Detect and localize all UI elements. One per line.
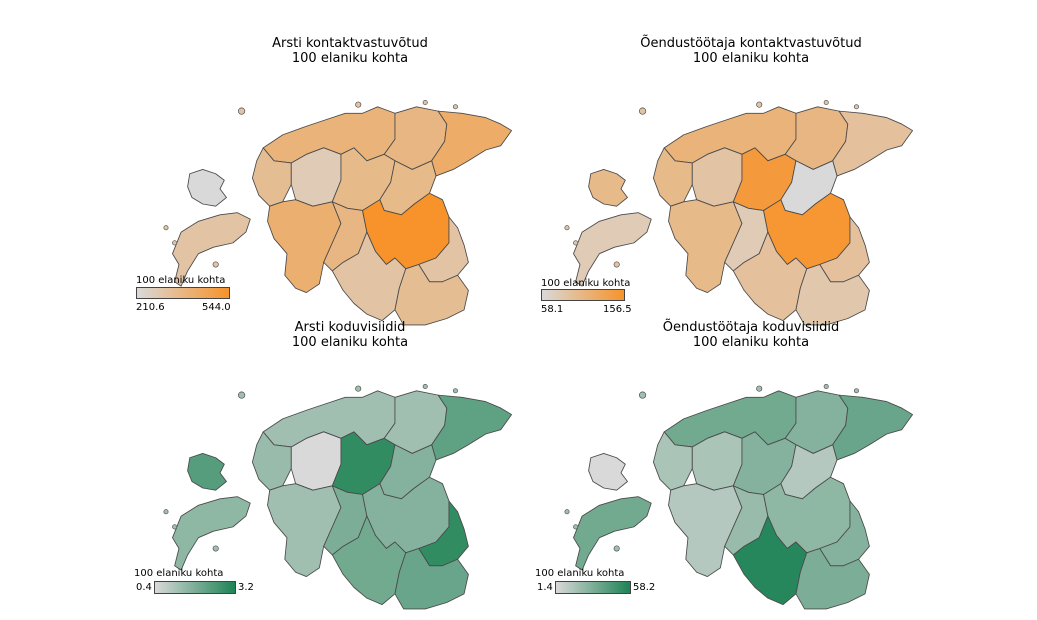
small-island <box>172 524 178 530</box>
title-line-1: Arsti kontaktvastuvõtud <box>272 36 428 51</box>
small-island <box>422 99 428 105</box>
region-hiiu <box>588 453 628 491</box>
region-voru <box>795 548 870 610</box>
region-voru <box>795 264 870 326</box>
region-parnu <box>668 483 743 577</box>
region-saare <box>172 496 251 571</box>
small-island <box>355 385 362 392</box>
estonia-map <box>564 383 914 610</box>
region-saare <box>172 212 251 287</box>
legend-min: 58.1 <box>541 304 564 315</box>
color-legend: 100 elaniku kohta 58.1 156.5 <box>541 278 661 318</box>
legend-min: 1.4 <box>537 582 553 593</box>
title-line-2: 100 elaniku kohta <box>291 51 409 66</box>
region-hiiu <box>187 169 227 207</box>
legend-title: 100 elaniku kohta <box>136 275 226 286</box>
region-parnu <box>267 199 342 293</box>
small-island <box>422 383 428 389</box>
map-title: Arsti koduvisiidid 100 elaniku kohta <box>120 320 580 350</box>
map-panel-arsti-koduvisiidid: Arsti koduvisiidid 100 elaniku kohta 100… <box>120 320 580 620</box>
color-legend: 100 elaniku kohta 210.6 544.0 <box>136 275 256 315</box>
map-panel-arsti-kontaktvastuvotud: Arsti kontaktvastuvõtud 100 elaniku koht… <box>120 36 580 336</box>
legend-max: 3.2 <box>238 582 254 593</box>
small-island <box>823 383 829 389</box>
region-ida-viru <box>832 110 914 177</box>
legend-max: 544.0 <box>202 302 231 313</box>
region-parnu <box>267 483 342 577</box>
title-line-1: Arsti koduvisiidid <box>294 320 406 335</box>
map-title: Arsti kontaktvastuvõtud 100 elaniku koht… <box>120 36 580 66</box>
title-line-1: Õendustöötaja kontaktvastuvõtud <box>640 36 862 51</box>
small-island <box>355 101 362 108</box>
small-island <box>756 385 763 392</box>
legend-title: 100 elaniku kohta <box>541 278 631 289</box>
small-island <box>639 391 647 399</box>
small-island <box>212 261 219 268</box>
small-island <box>823 99 829 105</box>
small-island <box>853 104 859 110</box>
small-island <box>613 261 620 268</box>
legend-title: 100 elaniku kohta <box>134 568 224 579</box>
legend-max: 156.5 <box>603 304 632 315</box>
region-hiiu <box>187 453 227 491</box>
region-voru <box>394 264 469 326</box>
title-line-1: Õendustöötaja koduvisiidid <box>662 320 840 335</box>
title-line-2: 100 elaniku kohta <box>291 335 409 350</box>
legend-gradient-bar <box>555 581 631 594</box>
region-saare <box>573 212 652 287</box>
legend-title: 100 elaniku kohta <box>535 568 625 579</box>
small-island <box>756 101 763 108</box>
region-saare <box>573 496 652 571</box>
legend-gradient-bar <box>154 581 236 594</box>
small-island <box>853 388 859 394</box>
small-island <box>238 391 246 399</box>
region-ida-viru <box>431 394 513 461</box>
small-island <box>452 388 458 394</box>
color-legend: 100 elaniku kohta 1.4 58.2 <box>535 568 675 608</box>
region-voru <box>394 548 469 610</box>
small-island <box>564 509 570 515</box>
map-title: Õendustöötaja koduvisiidid 100 elaniku k… <box>521 320 981 350</box>
legend-min: 210.6 <box>136 302 165 313</box>
small-island <box>564 225 570 231</box>
small-island <box>172 240 178 246</box>
small-island <box>613 545 620 552</box>
small-island <box>163 509 169 515</box>
small-island <box>573 524 579 530</box>
map-panel-oendustootaja-kontaktvastuvotud: Õendustöötaja kontaktvastuvõtud 100 elan… <box>521 36 981 336</box>
legend-max: 58.2 <box>633 582 656 593</box>
estonia-map <box>163 383 513 610</box>
small-island <box>639 107 647 115</box>
legend-min: 0.4 <box>136 582 152 593</box>
region-ida-viru <box>431 110 513 177</box>
color-legend: 100 elaniku kohta 0.4 3.2 <box>134 568 274 608</box>
small-island <box>573 240 579 246</box>
legend-gradient-bar <box>136 287 230 299</box>
small-island <box>212 545 219 552</box>
estonia-map <box>163 99 513 326</box>
title-line-2: 100 elaniku kohta <box>692 51 810 66</box>
estonia-map <box>564 99 914 326</box>
map-panel-oendustootaja-koduvisiidid: Õendustöötaja koduvisiidid 100 elaniku k… <box>521 320 981 620</box>
small-island <box>238 107 246 115</box>
legend-gradient-bar <box>541 289 625 301</box>
region-hiiu <box>588 169 628 207</box>
title-line-2: 100 elaniku kohta <box>692 335 810 350</box>
map-title: Õendustöötaja kontaktvastuvõtud 100 elan… <box>521 36 981 66</box>
small-island <box>452 104 458 110</box>
small-island <box>163 225 169 231</box>
region-parnu <box>668 199 743 293</box>
region-ida-viru <box>832 394 914 461</box>
